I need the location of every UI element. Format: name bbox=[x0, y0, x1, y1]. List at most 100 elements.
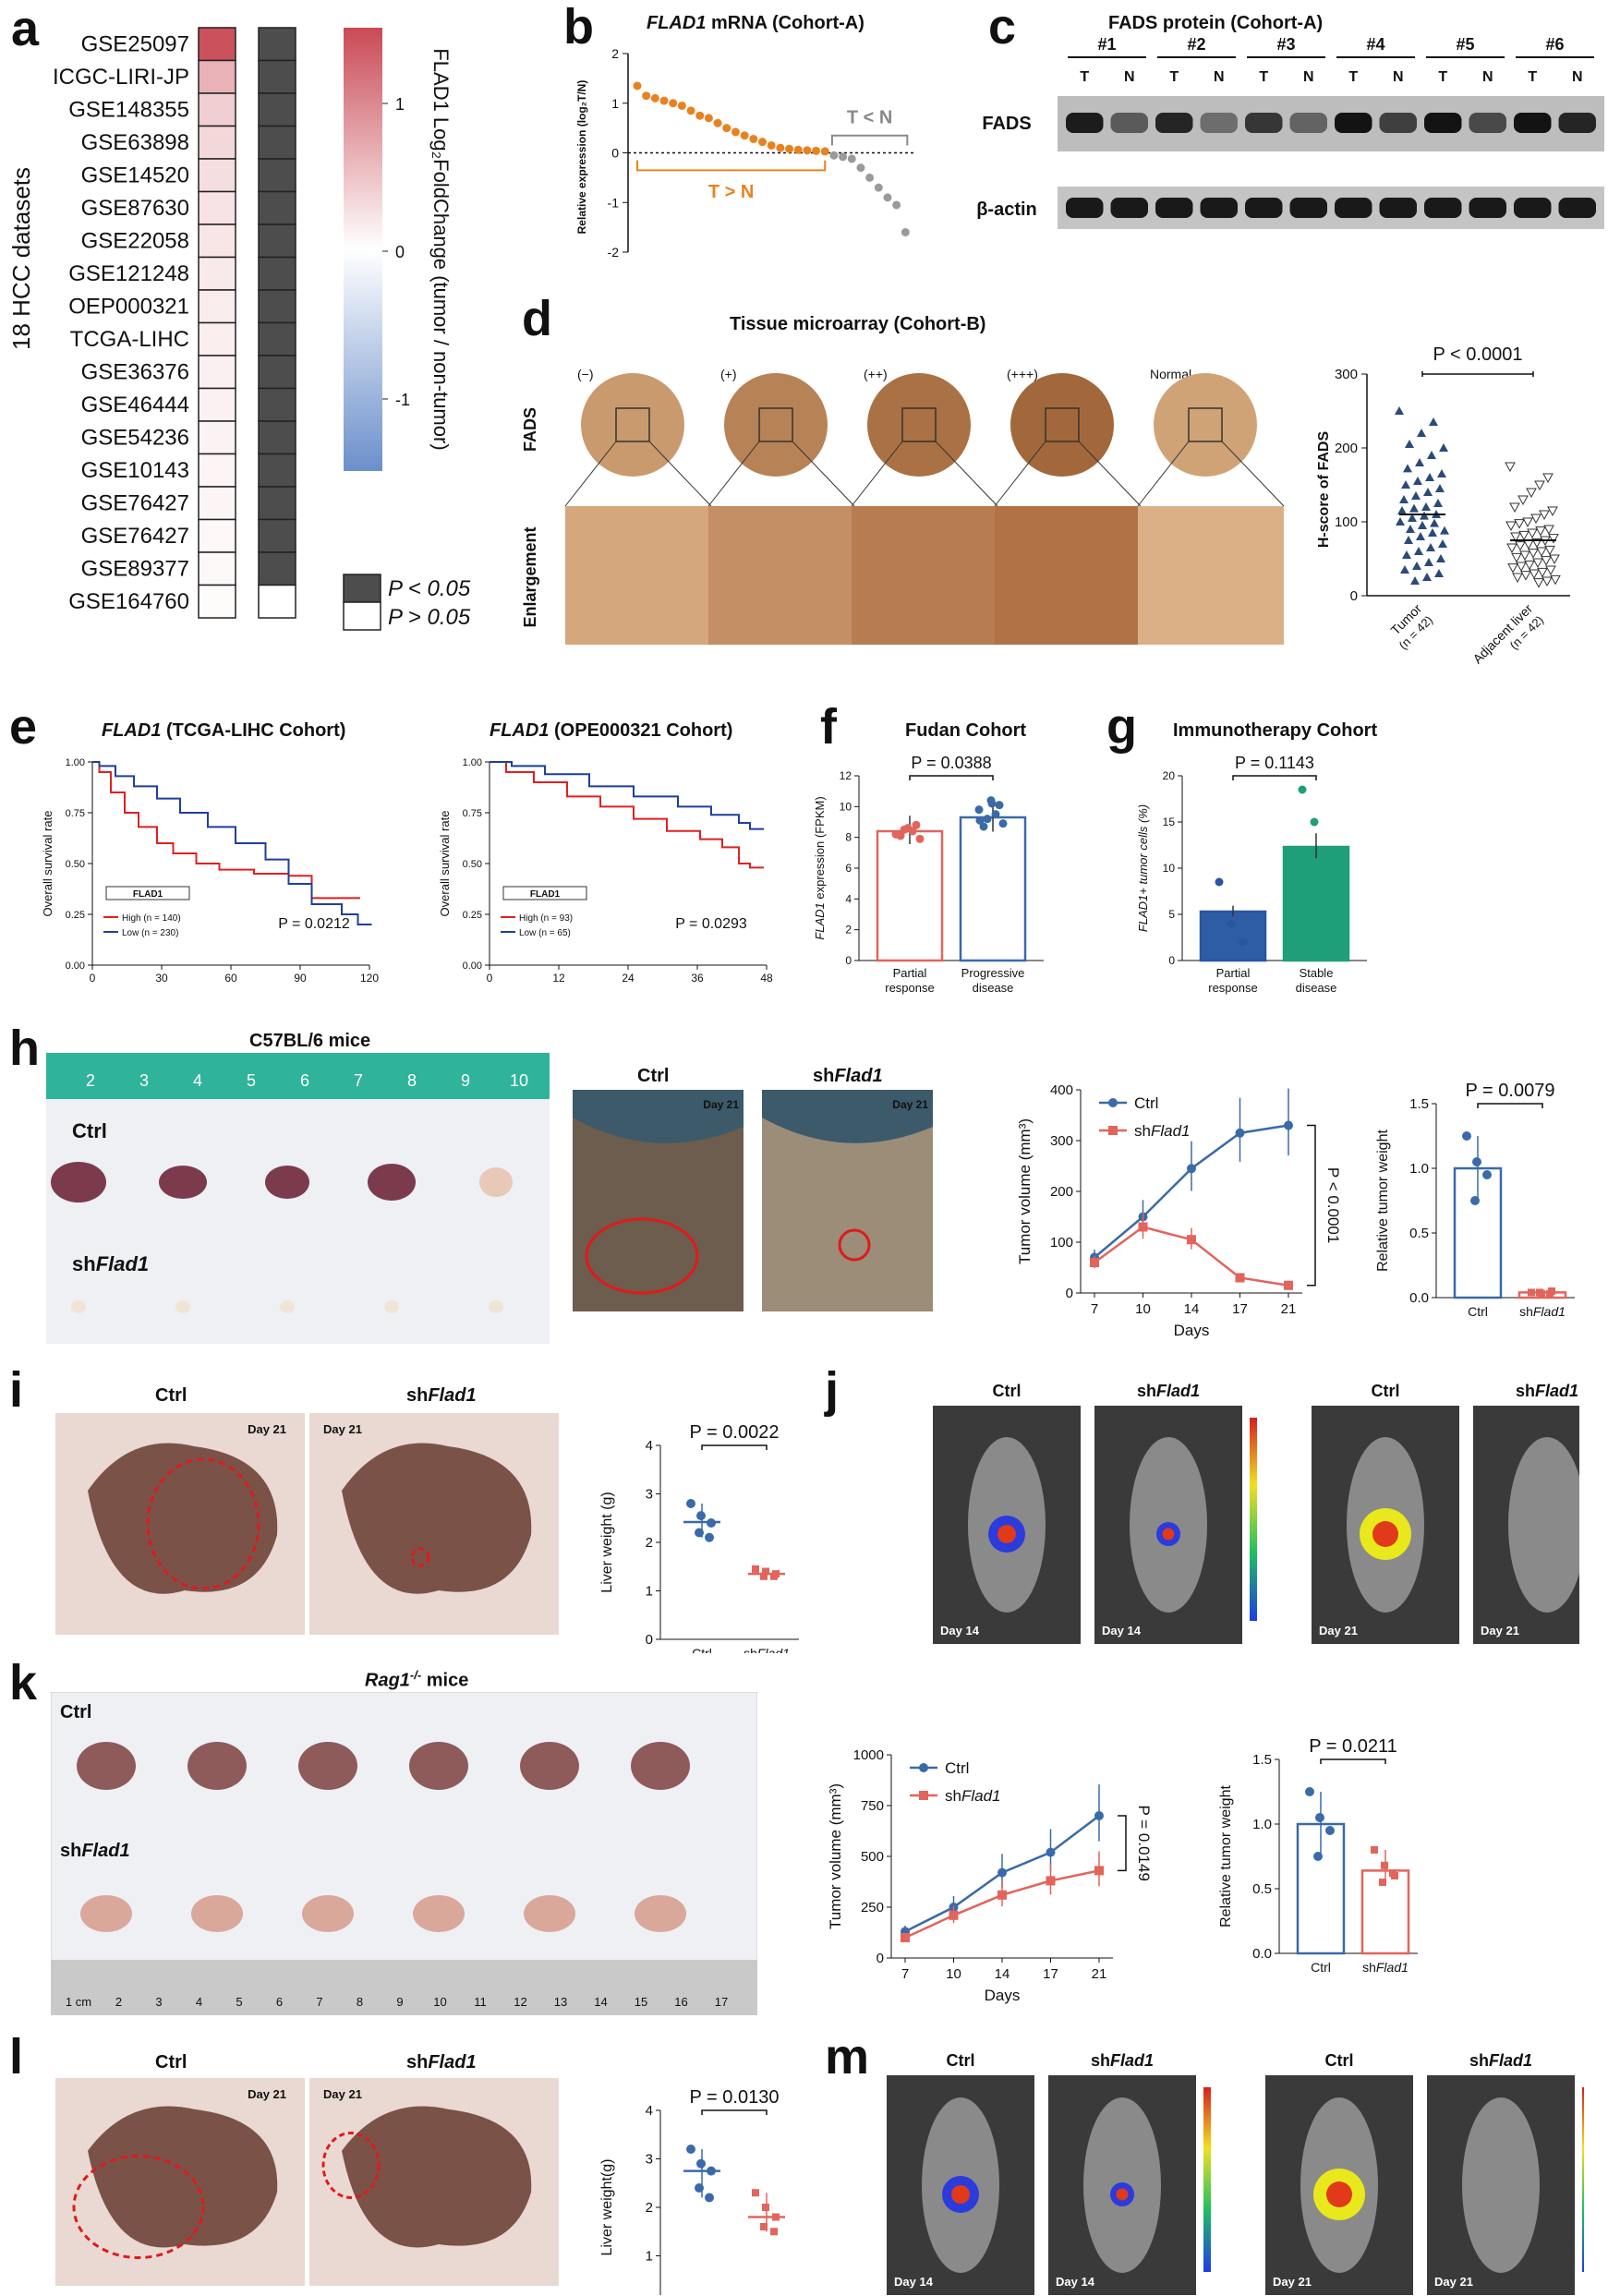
c-lane-n-0: N bbox=[1124, 69, 1135, 85]
svgE2-xtl-0: 0 bbox=[487, 972, 493, 985]
d2-tumor-pt-22 bbox=[1408, 514, 1417, 522]
h1-ruler bbox=[46, 1053, 550, 1099]
svgG-ytl-2: 10 bbox=[1163, 862, 1176, 875]
svgI2-pt-0-4 bbox=[705, 1532, 714, 1542]
svgI2-pt-0-1 bbox=[696, 1511, 706, 1521]
h1-sh-tumor-4 bbox=[489, 1300, 503, 1313]
k1-sh-tumor-2 bbox=[302, 1895, 354, 1932]
svgL2-ytl-1: 3 bbox=[646, 2152, 653, 2168]
k1-ruler-tick-13: 14 bbox=[594, 1995, 607, 2009]
c-lane-n-3: N bbox=[1393, 69, 1404, 85]
b-point-4 bbox=[669, 99, 678, 108]
svgH4-pt-0-0 bbox=[1462, 1131, 1471, 1141]
k1-ctrl-tumor-4 bbox=[520, 1742, 579, 1790]
c-band-fads-1 bbox=[1110, 113, 1148, 133]
svgE2-xtl-4: 48 bbox=[760, 972, 773, 985]
d2-tumor-pt-40 bbox=[1422, 573, 1432, 581]
svgG-pt-0-1 bbox=[1227, 919, 1236, 928]
svgK2-xlabel: Days bbox=[985, 1987, 1021, 2004]
fold-change-cell-8 bbox=[198, 289, 236, 324]
c-band-fads-7 bbox=[1379, 113, 1417, 133]
svgE1-ytl-1: 0.75 bbox=[66, 808, 85, 819]
svgH3-ylabel: Tumor volume (mm³) bbox=[1016, 1118, 1034, 1264]
d-core-1 bbox=[724, 373, 828, 477]
dataset-label-4: GSE14520 bbox=[81, 163, 189, 188]
d2-tumor-pt-38 bbox=[1400, 565, 1409, 574]
b-ytick-label-0: 2 bbox=[611, 46, 619, 61]
d2-tumor-pt-35 bbox=[1436, 554, 1445, 562]
d2-adj-pt-33 bbox=[1507, 563, 1518, 574]
fold-change-cell-11 bbox=[198, 387, 236, 422]
panel-label-j: j bbox=[825, 1362, 840, 1418]
d2-tumor-pt-1 bbox=[1429, 417, 1438, 426]
svgI2-pvalue: P = 0.0022 bbox=[690, 1422, 780, 1443]
d2-tumor-pt-14 bbox=[1411, 491, 1421, 500]
h2-sh-circle bbox=[838, 1228, 871, 1262]
k1-ruler-tick-0: 1 cm bbox=[66, 1995, 91, 2009]
c-sample-1: #2 bbox=[1187, 37, 1205, 54]
panel-label-e: e bbox=[9, 699, 38, 755]
panel-h-mouse-photos: Day 21 Day 21 bbox=[573, 1090, 933, 1311]
c-lane-t-4: T bbox=[1438, 69, 1447, 85]
b-point-6 bbox=[686, 106, 695, 115]
c-blot-actin-bg bbox=[1058, 187, 1604, 229]
d-zoom-line-r-3 bbox=[1078, 441, 1142, 507]
c-band-actin-6 bbox=[1335, 198, 1372, 218]
svgM-label-gene-1: Flad1 bbox=[1110, 2051, 1154, 2070]
svgJ-day-1: Day 14 bbox=[1102, 1624, 1142, 1637]
svgJ-mouse-3 bbox=[1508, 1437, 1579, 1613]
svgL2-pt-0-0 bbox=[686, 2145, 695, 2154]
d2-tumor-pt-29 bbox=[1416, 532, 1425, 540]
svgG-pt-1-2 bbox=[1322, 864, 1331, 873]
c-sample-2: #3 bbox=[1276, 37, 1295, 54]
svgE2-xtl-3: 36 bbox=[691, 972, 704, 985]
svgL2-pt-1-3 bbox=[760, 2223, 768, 2230]
svgH3-ctrl-pt-2 bbox=[1187, 1164, 1196, 1174]
k1-ruler-tick-4: 5 bbox=[236, 1995, 242, 2009]
d-enlargement-2 bbox=[852, 506, 997, 645]
svgK2-xtl-3: 17 bbox=[1043, 1966, 1058, 1982]
b-point-23 bbox=[839, 152, 848, 162]
legend-nonsig-swatch bbox=[343, 601, 381, 631]
svgM-day-2: Day 21 bbox=[1273, 2275, 1312, 2289]
panel-label-d: d bbox=[522, 291, 552, 346]
d2-adj-pt-26 bbox=[1519, 550, 1530, 562]
dataset-label-13: GSE10143 bbox=[81, 458, 189, 483]
svgE1-legend-low: Low (n = 230) bbox=[122, 928, 178, 938]
svgH3-sh-pt-4 bbox=[1284, 1280, 1293, 1290]
svgI2-cat-ctrl: Ctrl bbox=[692, 1646, 712, 1653]
panel-c-western-blot: #1TN#2TN#3TN#4TN#5TN#6TNFADSβ-actin55kD4… bbox=[976, 37, 1604, 229]
svgK2-pvalue: P = 0.0149 bbox=[1135, 1805, 1153, 1880]
b-ylabel: Relative expression (log₂T/N) bbox=[575, 80, 588, 235]
h2-ctrl-circle bbox=[585, 1217, 699, 1295]
svgF-ytl-6: 12 bbox=[840, 769, 852, 782]
c-band-actin-11 bbox=[1558, 198, 1596, 218]
svgL1-liver-1 bbox=[342, 2106, 532, 2248]
h1-ruler-tick-8: 10 bbox=[510, 1071, 528, 1090]
svgE2-ytl-4: 0.00 bbox=[463, 961, 482, 972]
b-point-9 bbox=[713, 118, 722, 127]
svgH4-pt-0-3 bbox=[1470, 1196, 1480, 1205]
dataset-label-5: GSE87630 bbox=[81, 196, 189, 221]
dataset-label-17: GSE164760 bbox=[68, 589, 189, 614]
fold-change-cell-1 bbox=[198, 59, 236, 94]
pvalue-cell-11 bbox=[258, 387, 296, 422]
d2-adj-pt-24 bbox=[1536, 547, 1547, 558]
svgE1-legend-title: FLAD1 bbox=[133, 889, 163, 900]
h1-photo-bg bbox=[46, 1053, 550, 1344]
panel-l-sh-label: shFlad1 bbox=[406, 2052, 477, 2072]
svgF-cat1a: Partial bbox=[893, 966, 927, 980]
c-band-actin-5 bbox=[1289, 198, 1327, 218]
dataset-label-0: GSE25097 bbox=[81, 32, 189, 57]
d2-adj-pt-16 bbox=[1510, 532, 1521, 543]
svgM-label-0: Ctrl bbox=[947, 2051, 975, 2070]
d2-adj-pt-8 bbox=[1530, 514, 1542, 525]
h1-ruler-tick-2: 4 bbox=[193, 1071, 202, 1090]
d2-adj-pt-7 bbox=[1539, 510, 1550, 521]
k1-ruler-tick-9: 10 bbox=[433, 1995, 446, 2009]
svgK2-leg-ctrl: Ctrl bbox=[945, 1759, 969, 1777]
svgI1-liver-0 bbox=[88, 1443, 278, 1594]
svgM-label-gene-3: Flad1 bbox=[1489, 2051, 1532, 2070]
b-point-3 bbox=[659, 96, 669, 105]
svgJ-label-gene-3: Flad1 bbox=[1535, 1382, 1578, 1400]
